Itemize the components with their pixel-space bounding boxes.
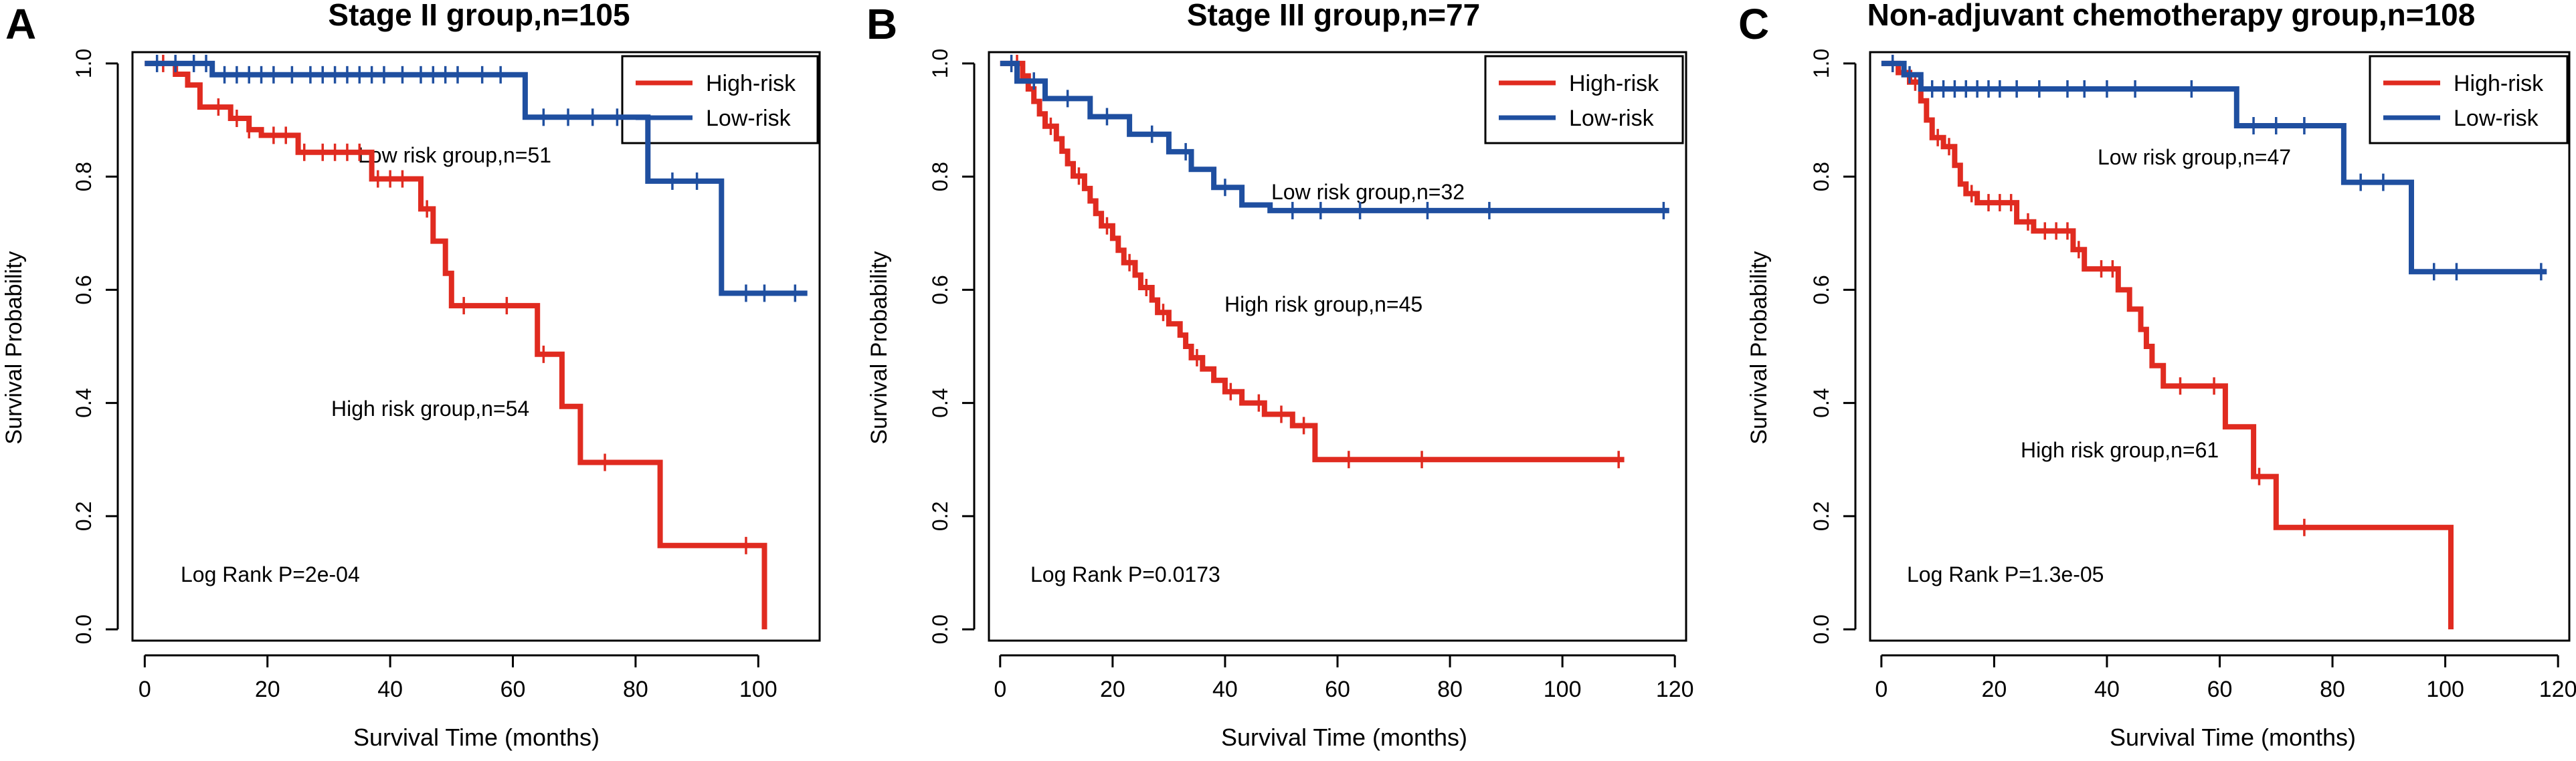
panel-label-c: C <box>1738 0 1769 48</box>
x-tick-label-b: 120 <box>1656 677 1694 702</box>
x-tick-label-b: 60 <box>1325 677 1350 702</box>
y-tick-label-b: 0.6 <box>928 275 952 304</box>
panel-c: C Non-adjuvant chemotherapy group,n=108 … <box>1738 0 2576 751</box>
x-axis-label-b: Survival Time (months) <box>1221 724 1467 751</box>
y-tick-label-b: 1.0 <box>928 49 952 78</box>
legend-label-low-b: Low-risk <box>1569 106 1655 131</box>
y-axis-label-a: Survival Probability <box>1 251 27 444</box>
x-tick-label-a: 100 <box>739 677 777 702</box>
legend-box-c <box>2369 55 2569 144</box>
y-tick-label-a: 0.4 <box>72 388 96 417</box>
chart-title-a: Stage II group,n=105 <box>328 0 630 32</box>
y-tick-label-b: 0.2 <box>928 502 952 531</box>
y-axis-label-b: Survival Probability <box>866 251 892 444</box>
annotation-p-value-c: Log Rank P=1.3e-05 <box>1907 562 2104 586</box>
x-axis-label-c: Survival Time (months) <box>2110 724 2356 751</box>
x-tick-label-a: 20 <box>255 677 280 702</box>
x-tick-label-c: 120 <box>2539 677 2576 702</box>
x-tick-label-a: 0 <box>139 677 151 702</box>
x-tick-label-b: 0 <box>994 677 1006 702</box>
annotation-high-group-b: High risk group,n=45 <box>1224 292 1422 316</box>
y-tick-label-a: 0.8 <box>72 162 96 191</box>
legend-label-low-a: Low-risk <box>706 106 792 131</box>
x-tick-label-c: 60 <box>2207 677 2233 702</box>
x-tick-label-b: 20 <box>1100 677 1125 702</box>
km-curve-high-risk-c <box>1881 60 2454 630</box>
y-axis-label-c: Survival Probability <box>1746 251 1772 444</box>
y-tick-label-c: 0.6 <box>1809 275 1833 304</box>
x-tick-label-c: 0 <box>1875 677 1888 702</box>
legend-box-a <box>621 55 819 144</box>
x-tick-label-b: 100 <box>1544 677 1582 702</box>
annotation-high-group-a: High risk group,n=54 <box>331 397 529 421</box>
annotation-high-group-c: High risk group,n=61 <box>2021 438 2219 462</box>
x-axis-label-a: Survival Time (months) <box>353 724 600 751</box>
x-tick-label-a: 60 <box>500 677 526 702</box>
legend-label-high-a: High-risk <box>706 71 796 96</box>
panel-label-a: A <box>5 0 36 48</box>
y-tick-label-a: 0.6 <box>72 275 96 304</box>
plot-marks-b: 0 20 40 60 80 100 120 0.0 0.2 0.4 0.6 0.8 1.0 <box>928 49 1694 702</box>
y-tick-label-a: 0.0 <box>72 615 96 644</box>
km-curve-low-risk-b <box>1000 60 1669 213</box>
plot-frame-a <box>131 51 821 642</box>
x-tick-label-b: 40 <box>1212 677 1238 702</box>
km-curve-low-risk-a <box>145 60 808 296</box>
annotation-low-group-c: Low risk group,n=47 <box>2098 145 2291 169</box>
y-tick-label-a: 0.2 <box>72 502 96 531</box>
plot-marks-c: 0 20 40 60 80 100 120 0.0 0.2 0.4 0.6 0.8 1.0 <box>1809 49 2576 702</box>
x-tick-label-c: 80 <box>2320 677 2345 702</box>
km-curve-low-risk-c <box>1881 60 2547 275</box>
y-tick-label-a: 1.0 <box>72 49 96 78</box>
x-tick-label-a: 40 <box>377 677 403 702</box>
plot-marks-a: 0 20 40 60 80 100 0.0 0.2 0.4 0.6 0.8 1.0 <box>72 49 821 702</box>
x-tick-label-b: 80 <box>1437 677 1463 702</box>
legend-label-high-b: High-risk <box>1569 71 1659 96</box>
y-tick-label-c: 0.0 <box>1809 615 1833 644</box>
x-tick-label-c: 40 <box>2094 677 2120 702</box>
y-tick-label-c: 0.2 <box>1809 502 1833 531</box>
annotation-low-group-a: Low risk group,n=51 <box>358 143 551 167</box>
legend-label-low-c: Low-risk <box>2454 106 2539 131</box>
chart-title-c: Non-adjuvant chemotherapy group,n=108 <box>1867 0 2476 32</box>
legend-box-b <box>1484 55 1684 144</box>
annotation-p-value-b: Log Rank P=0.0173 <box>1030 562 1220 586</box>
panel-a: A Stage II group,n=105 Survival Time (mo… <box>1 0 821 751</box>
annotation-p-value-a: Log Rank P=2e-04 <box>181 562 360 586</box>
plot-frame-b <box>988 51 1687 642</box>
x-tick-label-a: 80 <box>623 677 648 702</box>
y-tick-label-c: 0.8 <box>1809 162 1833 191</box>
panel-label-b: B <box>866 0 897 48</box>
y-tick-label-c: 1.0 <box>1809 49 1833 78</box>
annotation-low-group-b: Low risk group,n=32 <box>1271 180 1465 204</box>
y-tick-label-b: 0.0 <box>928 615 952 644</box>
x-tick-label-c: 100 <box>2426 677 2464 702</box>
y-tick-label-b: 0.8 <box>928 162 952 191</box>
y-tick-label-b: 0.4 <box>928 388 952 417</box>
x-tick-label-c: 20 <box>1981 677 2007 702</box>
panel-b: B Stage III group,n=77 Survival Time (mo… <box>866 0 1694 751</box>
chart-title-b: Stage III group,n=77 <box>1187 0 1480 32</box>
y-tick-label-c: 0.4 <box>1809 388 1833 417</box>
km-curve-high-risk-a <box>145 60 767 630</box>
legend-label-high-c: High-risk <box>2454 71 2544 96</box>
plot-frame-c <box>1869 51 2571 642</box>
